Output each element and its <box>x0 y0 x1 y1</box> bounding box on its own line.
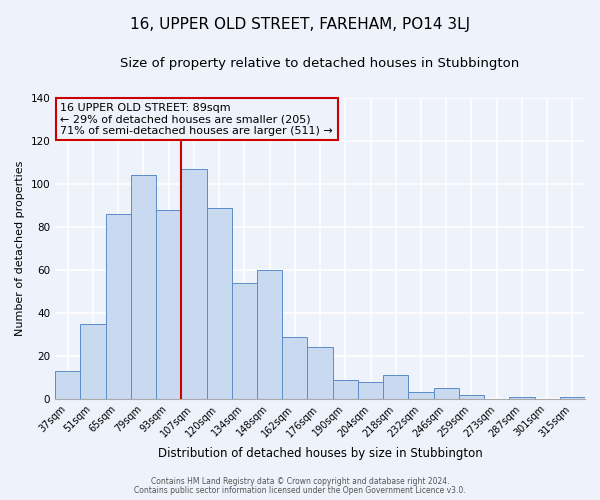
Bar <box>307 348 332 399</box>
Bar <box>282 336 307 399</box>
Title: Size of property relative to detached houses in Stubbington: Size of property relative to detached ho… <box>121 58 520 70</box>
Bar <box>257 270 282 399</box>
Text: Contains public sector information licensed under the Open Government Licence v3: Contains public sector information licen… <box>134 486 466 495</box>
Bar <box>156 210 181 399</box>
Bar <box>383 376 409 399</box>
Y-axis label: Number of detached properties: Number of detached properties <box>15 161 25 336</box>
Bar <box>434 388 459 399</box>
Bar <box>409 392 434 399</box>
Bar <box>232 283 257 399</box>
Bar <box>80 324 106 399</box>
Bar <box>560 396 585 399</box>
Bar <box>181 169 206 399</box>
Bar <box>206 208 232 399</box>
Text: 16, UPPER OLD STREET, FAREHAM, PO14 3LJ: 16, UPPER OLD STREET, FAREHAM, PO14 3LJ <box>130 18 470 32</box>
Bar <box>332 380 358 399</box>
Bar <box>55 371 80 399</box>
X-axis label: Distribution of detached houses by size in Stubbington: Distribution of detached houses by size … <box>158 447 482 460</box>
Bar <box>459 394 484 399</box>
Bar <box>106 214 131 399</box>
Text: 16 UPPER OLD STREET: 89sqm
← 29% of detached houses are smaller (205)
71% of sem: 16 UPPER OLD STREET: 89sqm ← 29% of deta… <box>61 102 333 136</box>
Text: Contains HM Land Registry data © Crown copyright and database right 2024.: Contains HM Land Registry data © Crown c… <box>151 477 449 486</box>
Bar <box>131 176 156 399</box>
Bar <box>509 396 535 399</box>
Bar <box>358 382 383 399</box>
